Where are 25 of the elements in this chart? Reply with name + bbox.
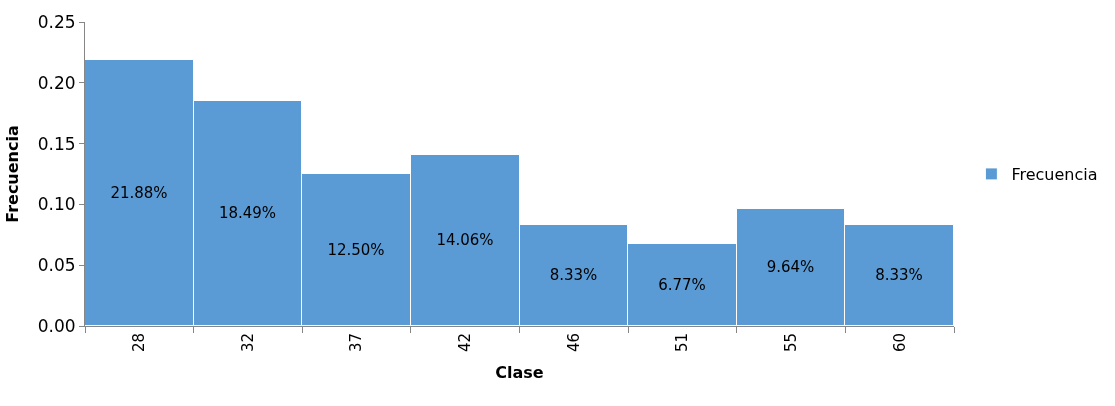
data-label: 8.33%	[875, 266, 923, 284]
y-tick-label: 0.05	[37, 255, 76, 276]
data-label: 9.64%	[766, 258, 815, 276]
y-tick-label: 0.10	[37, 194, 76, 215]
data-label: 14.06%	[436, 231, 494, 249]
y-tick-label: 0.25	[37, 11, 76, 32]
y-axis-title: Frecuencia	[2, 125, 22, 223]
y-tick-label: 0.20	[37, 72, 76, 93]
x-tick-label: 46	[564, 333, 583, 353]
data-label: 6.77%	[658, 275, 706, 294]
x-tick-label: 42	[456, 333, 475, 353]
data-label: 8.33%	[549, 266, 598, 284]
data-label: 21.88%	[110, 183, 168, 202]
x-tick-label: 37	[347, 333, 366, 353]
x-tick-label: 51	[673, 333, 692, 353]
x-tick-label: 60	[890, 333, 909, 353]
data-label: 12.50%	[327, 240, 385, 259]
y-tick-label: 0.15	[37, 133, 76, 154]
x-tick-label: 55	[781, 333, 800, 353]
data-label: 18.49%	[218, 204, 277, 222]
y-tick-label: 0.00	[37, 315, 76, 336]
x-tick-label: 32	[238, 333, 257, 353]
legend-label: Frecuencia	[1011, 165, 1098, 185]
x-axis-title: Clase	[495, 362, 544, 382]
x-tick-label: 28	[130, 333, 149, 353]
